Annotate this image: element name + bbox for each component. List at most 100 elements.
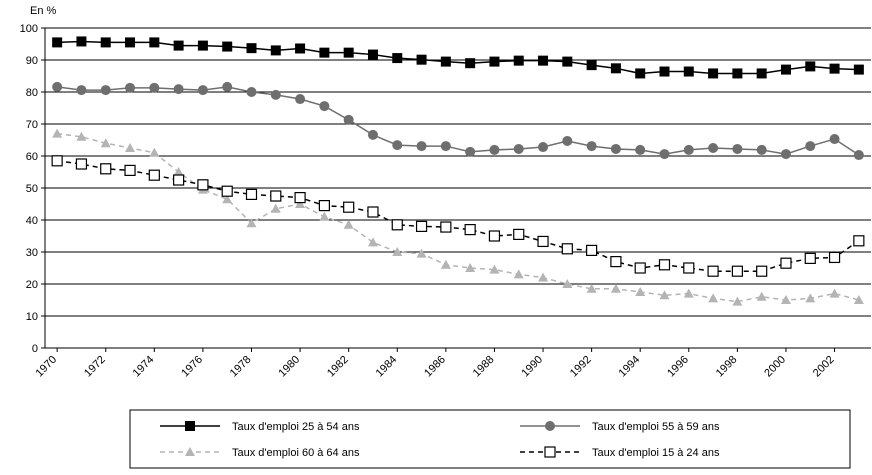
data-point bbox=[367, 49, 378, 60]
data-point bbox=[708, 68, 719, 79]
data-point bbox=[173, 84, 184, 95]
data-point bbox=[586, 141, 597, 152]
data-point bbox=[489, 56, 500, 67]
x-tick-label: 1986 bbox=[422, 354, 448, 380]
data-point bbox=[149, 37, 160, 48]
data-point bbox=[805, 293, 816, 303]
x-tick-label: 1984 bbox=[374, 354, 400, 380]
data-point bbox=[756, 68, 767, 79]
data-point bbox=[173, 174, 185, 186]
x-tick-label: 1992 bbox=[568, 354, 594, 380]
x-tick-label: 2000 bbox=[762, 354, 788, 380]
x-tick-label: 1978 bbox=[228, 354, 254, 380]
data-point bbox=[513, 55, 524, 66]
y-tick-label: 60 bbox=[26, 151, 38, 163]
data-point bbox=[416, 248, 427, 258]
data-point bbox=[440, 259, 451, 269]
legend-marker bbox=[185, 421, 195, 431]
data-point bbox=[222, 41, 233, 52]
legend-label: Taux d'emploi 15 à 24 ans bbox=[592, 447, 720, 459]
x-tick-label: 1996 bbox=[665, 354, 691, 380]
data-point bbox=[367, 206, 379, 218]
legend-marker bbox=[185, 447, 195, 456]
y-tick-label: 20 bbox=[26, 279, 38, 291]
data-point bbox=[538, 272, 549, 282]
data-point bbox=[683, 288, 694, 298]
data-point bbox=[319, 101, 330, 112]
data-point bbox=[416, 54, 427, 65]
data-point bbox=[270, 89, 281, 100]
y-tick-label: 50 bbox=[26, 183, 38, 195]
y-tick-label: 40 bbox=[26, 215, 38, 227]
data-point bbox=[805, 141, 816, 152]
data-point bbox=[488, 230, 501, 242]
data-point bbox=[270, 45, 281, 56]
x-tick-label: 1990 bbox=[519, 354, 545, 380]
data-point bbox=[659, 290, 670, 300]
data-point bbox=[124, 164, 136, 176]
data-point bbox=[658, 259, 671, 271]
legend-label: Taux d'emploi 55 à 59 ans bbox=[592, 421, 720, 433]
y-tick-label: 100 bbox=[20, 23, 38, 35]
data-point bbox=[732, 143, 743, 154]
data-point bbox=[561, 243, 573, 255]
data-point bbox=[464, 224, 476, 236]
data-point bbox=[586, 60, 597, 71]
data-point bbox=[683, 66, 694, 77]
data-point bbox=[100, 138, 111, 148]
data-point bbox=[270, 190, 282, 202]
data-point bbox=[270, 203, 281, 213]
data-point bbox=[76, 36, 87, 47]
series-line bbox=[57, 160, 860, 272]
y-tick-label: 10 bbox=[26, 311, 38, 323]
data-point bbox=[538, 142, 549, 153]
x-tick-label: 1982 bbox=[325, 354, 351, 380]
data-point bbox=[732, 68, 743, 79]
x-tick-label: 1976 bbox=[179, 354, 205, 380]
data-point bbox=[392, 53, 403, 64]
data-point bbox=[440, 221, 452, 233]
data-point bbox=[52, 128, 63, 138]
data-point bbox=[343, 47, 354, 58]
y-tick-label: 30 bbox=[26, 247, 38, 259]
data-point bbox=[634, 262, 646, 274]
data-point bbox=[513, 228, 525, 240]
data-point bbox=[756, 265, 768, 277]
x-tick-label: 1980 bbox=[276, 354, 302, 380]
data-point bbox=[149, 82, 160, 93]
data-point bbox=[513, 269, 524, 279]
data-point bbox=[75, 158, 88, 170]
data-point bbox=[805, 61, 816, 72]
data-point bbox=[610, 256, 622, 268]
data-point bbox=[197, 85, 208, 96]
y-axis-label: En % bbox=[30, 5, 57, 17]
data-point bbox=[295, 43, 306, 54]
data-point bbox=[829, 134, 840, 145]
data-point bbox=[538, 55, 549, 66]
data-point bbox=[853, 150, 864, 161]
series-line bbox=[57, 40, 859, 75]
data-point bbox=[829, 288, 840, 298]
data-point bbox=[222, 194, 233, 204]
data-point bbox=[780, 149, 791, 160]
x-tick-label: 2002 bbox=[811, 354, 837, 380]
data-point bbox=[635, 144, 646, 155]
data-point bbox=[246, 43, 257, 54]
data-point bbox=[562, 279, 573, 288]
data-point bbox=[610, 143, 621, 154]
data-point bbox=[319, 47, 330, 58]
data-point bbox=[295, 199, 306, 208]
legend-box bbox=[129, 409, 851, 469]
data-point bbox=[391, 219, 403, 231]
data-point bbox=[804, 252, 816, 264]
data-point bbox=[100, 37, 111, 48]
data-point bbox=[586, 244, 598, 256]
series-line bbox=[57, 132, 860, 303]
data-point bbox=[149, 147, 160, 157]
data-point bbox=[635, 287, 646, 296]
data-point bbox=[853, 235, 865, 247]
data-point bbox=[246, 218, 257, 228]
data-point bbox=[829, 63, 840, 74]
data-point bbox=[51, 155, 63, 167]
